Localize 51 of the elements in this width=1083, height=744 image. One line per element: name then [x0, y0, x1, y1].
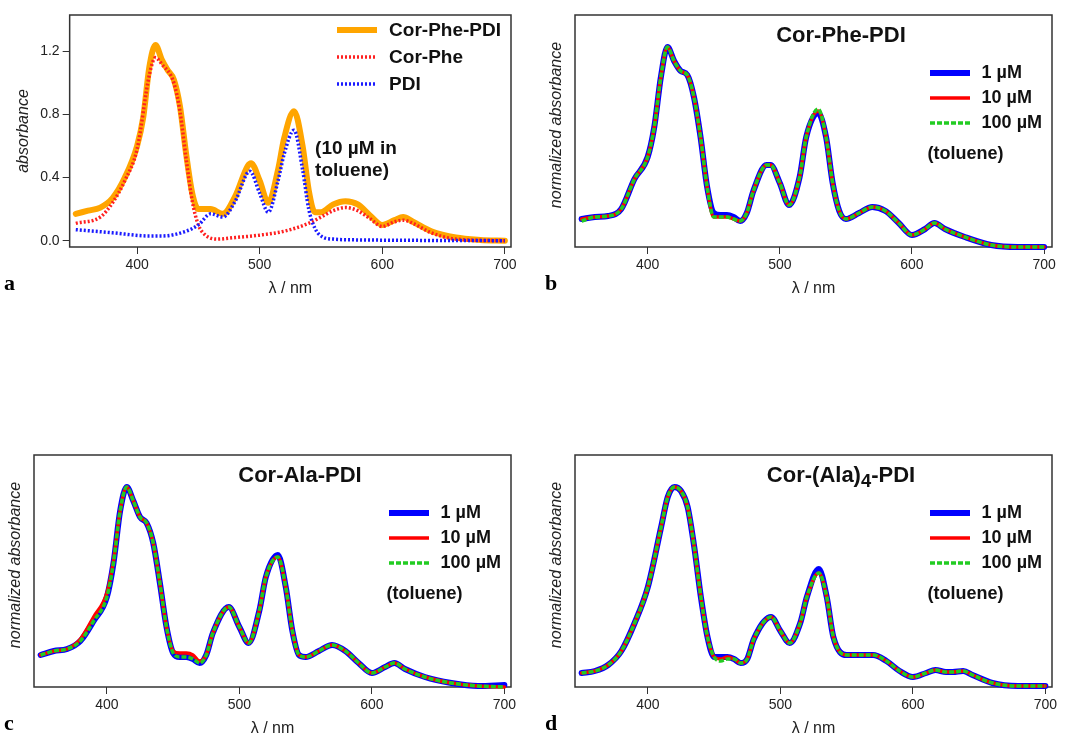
y-tick-label: 0.8 [40, 105, 60, 122]
legend-label: 1 µM [981, 62, 1022, 83]
chart-title: Cor-Ala-PDI [237, 462, 363, 488]
legend-label: Cor-Phe [389, 45, 463, 68]
x-tick-label: 700 [1033, 696, 1058, 713]
chart-title: Cor-Phe-PDI [775, 22, 907, 48]
x-tick-label: 600 [370, 256, 395, 273]
annotation: (10 µM in toluene) [315, 137, 398, 181]
y-tick-label: 1.2 [40, 42, 60, 59]
legend-label: PDI [389, 72, 421, 95]
text: a [4, 270, 15, 296]
x-tick-label: 500 [227, 696, 252, 713]
text: c [4, 710, 14, 736]
legend-label: 1 µM [981, 502, 1022, 523]
legend-label: 100 µM [981, 552, 1042, 573]
legend-label: 100 µM [981, 112, 1042, 133]
legend-label: 10 µM [440, 527, 491, 548]
y-tick-label: 0.0 [40, 231, 60, 248]
x-tick-label: 400 [95, 696, 119, 713]
x-tick-label: 700 [493, 256, 517, 273]
x-tick-label: 400 [636, 696, 660, 713]
x-tick-label: 600 [900, 256, 924, 273]
annotation: (toluene) [927, 583, 1005, 604]
x-tick-label: 700 [492, 696, 517, 713]
x-tick-label: 500 [768, 256, 792, 273]
legend-label: 10 µM [981, 527, 1032, 548]
x-tick-label: 500 [768, 696, 793, 713]
legend-label: 10 µM [981, 87, 1032, 108]
x-tick-label: 600 [360, 696, 384, 713]
annotation: (toluene) [386, 583, 464, 604]
text: d [545, 710, 558, 736]
annotation: (toluene) [927, 143, 1005, 164]
x-tick-label: 600 [901, 696, 925, 713]
x-tick-label: 400 [125, 256, 149, 273]
y-axis-title: normalized absorbance [547, 481, 565, 649]
x-axis-title: λ / nm [791, 278, 836, 296]
x-tick-label: 700 [1032, 256, 1056, 273]
x-axis-title: λ / nm [791, 718, 836, 736]
legend-label: 1 µM [440, 502, 481, 523]
legend-label: 100 µM [440, 552, 501, 573]
y-axis-title: normalized absorbance [547, 41, 565, 209]
text: b [545, 270, 558, 296]
y-axis-title: normalized absorbance [6, 481, 24, 649]
x-tick-label: 500 [248, 256, 272, 273]
x-axis-title: λ / nm [268, 278, 313, 296]
y-axis-title: absorbance [14, 89, 32, 173]
x-tick-label: 400 [635, 256, 660, 273]
legend-label: Cor-Phe-PDI [389, 18, 501, 41]
chart-title: Cor-(Ala)$_{4}$-PDI [765, 462, 917, 493]
y-tick-label: 0.4 [40, 168, 60, 185]
x-axis-title: λ / nm [250, 718, 295, 736]
